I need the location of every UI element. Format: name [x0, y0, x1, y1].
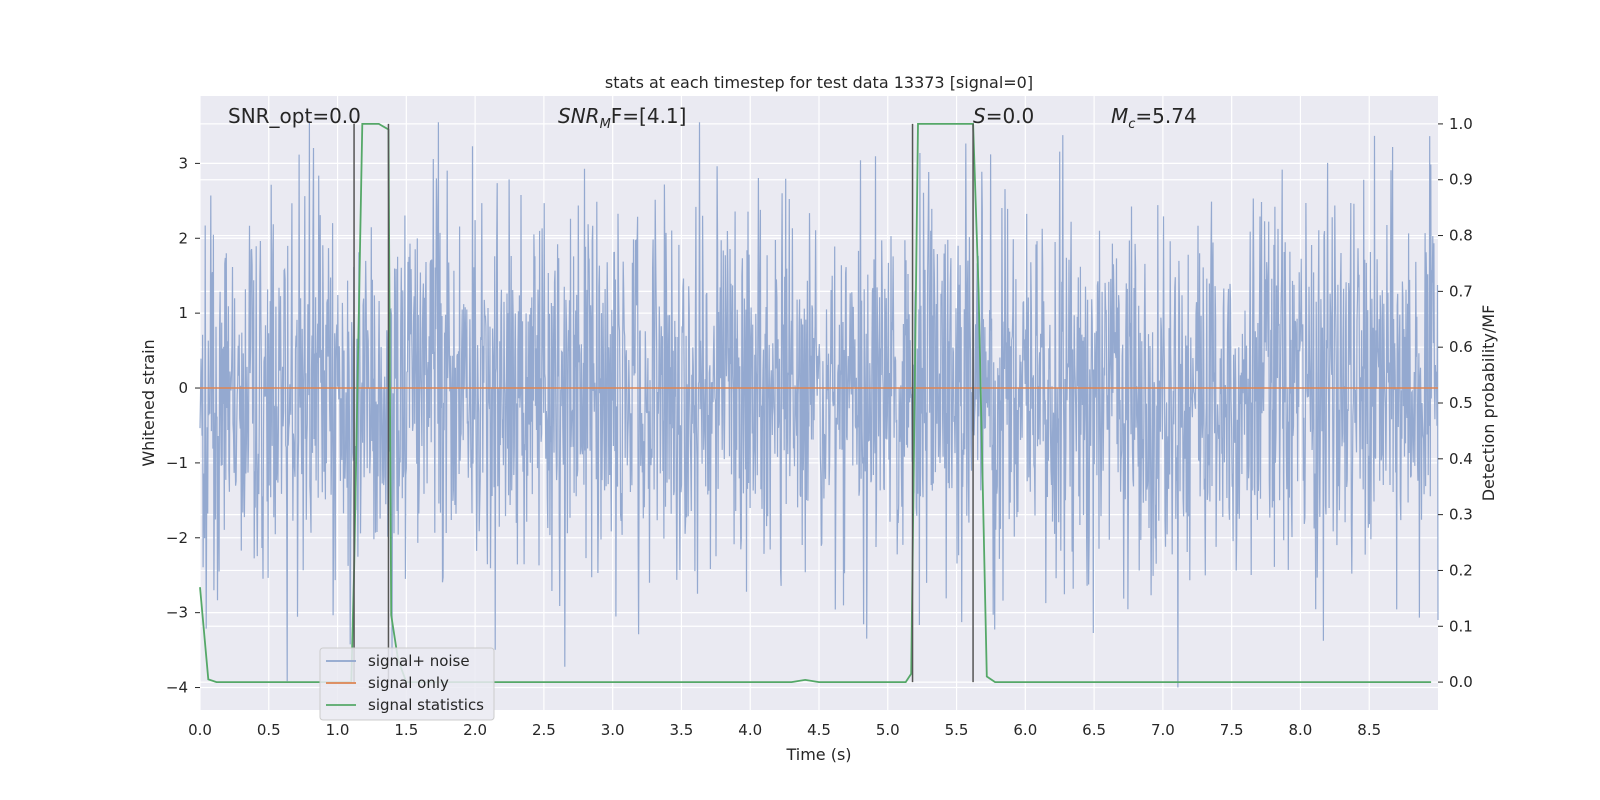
- x-axis-label: Time (s): [785, 745, 851, 764]
- annotation-snr-mf-base: SNR: [558, 104, 600, 128]
- y-tick-label: −3: [166, 604, 188, 622]
- x-tick-label: 3.5: [670, 721, 694, 739]
- axis-layer: 0.0 0.5 1.0 1.5 2.0 2.5 3.0 3.5 4.0 4.5 5.0 5.5 6.0 6…: [166, 115, 1473, 739]
- y-tick-label: 2: [178, 229, 188, 247]
- x-tick-label: 4.0: [738, 721, 762, 739]
- legend-entry-signal: signal only: [368, 674, 449, 692]
- y2-tick-label: 0.1: [1449, 617, 1473, 635]
- annotation-mc-sub: c: [1128, 117, 1135, 132]
- annotation-mc-value: =5.74: [1135, 104, 1196, 128]
- vertical-lines-layer: [353, 123, 974, 683]
- chart-title: stats at each timestep for test data 133…: [605, 73, 1033, 92]
- x-tick-label: 5.5: [945, 721, 969, 739]
- y2-tick-label: 0.9: [1449, 171, 1473, 189]
- x-tick-label: 6.0: [1013, 721, 1037, 739]
- annotation-mc: Mc=5.74: [1111, 104, 1197, 132]
- y-tick-label: −4: [166, 679, 188, 697]
- x-tick-label: 0.5: [257, 721, 281, 739]
- legend-entry-stats: signal statistics: [368, 696, 484, 714]
- x-tick-label: 6.5: [1082, 721, 1106, 739]
- y2-tick-label: 0.0: [1449, 673, 1473, 691]
- annotation-s-symbol: S: [973, 104, 986, 128]
- y2-tick-label: 0.5: [1449, 394, 1473, 412]
- y-tick-label: −1: [166, 454, 188, 472]
- y2-axis-label: Detection probability/MF: [1479, 305, 1498, 502]
- y2-tick-label: 0.8: [1449, 227, 1473, 245]
- annotation-snr-opt: SNR_opt=0.0: [228, 104, 361, 128]
- y-tick-label: −2: [166, 529, 188, 547]
- series-line-signal-noise: [199, 122, 1439, 688]
- x-tick-label: 0.0: [188, 721, 212, 739]
- annotation-snr-mf-sub: M: [600, 117, 611, 132]
- x-tick-label: 1.5: [394, 721, 418, 739]
- y2-tick-label: 0.2: [1449, 561, 1473, 579]
- x-tick-label: 7.0: [1151, 721, 1175, 739]
- y2-tick-label: 0.3: [1449, 506, 1473, 524]
- legend-entry-noise: signal+ noise: [368, 652, 470, 670]
- x-tick-label: 4.5: [807, 721, 831, 739]
- noise-series-layer: [199, 122, 1439, 688]
- series-line-signal-statistics: [199, 123, 1432, 683]
- y2-tick-label: 0.6: [1449, 338, 1473, 356]
- x-tick-label: 2.5: [532, 721, 556, 739]
- annotation-s: S=0.0: [973, 104, 1034, 128]
- annotation-snr-mf: SNRMF=[4.1]: [558, 104, 686, 132]
- x-tick-label: 7.5: [1220, 721, 1244, 739]
- x-tick-label: 3.0: [601, 721, 625, 739]
- y2-tick-label: 1.0: [1449, 115, 1473, 133]
- annotation-snr-mf-tail: F=[4.1]: [611, 104, 687, 128]
- y-tick-label: 3: [178, 154, 188, 172]
- y-tick-label: 1: [178, 304, 188, 322]
- x-tick-label: 5.0: [876, 721, 900, 739]
- annotation-mc-symbol: M: [1111, 104, 1128, 128]
- x-tick-label: 8.5: [1357, 721, 1381, 739]
- y-tick-label: 0: [178, 379, 188, 397]
- y-axis-label: Whitened strain: [139, 339, 158, 466]
- legend: signal+ noise signal only signal statist…: [319, 647, 495, 721]
- y2-tick-label: 0.4: [1449, 450, 1473, 468]
- annotation-s-value: =0.0: [986, 104, 1035, 128]
- x-tick-label: 8.0: [1289, 721, 1313, 739]
- legend-box: [319, 647, 495, 721]
- x-tick-label: 1.0: [326, 721, 350, 739]
- y2-tick-label: 0.7: [1449, 282, 1473, 300]
- series-layer: [199, 123, 1438, 683]
- x-tick-label: 2.0: [463, 721, 487, 739]
